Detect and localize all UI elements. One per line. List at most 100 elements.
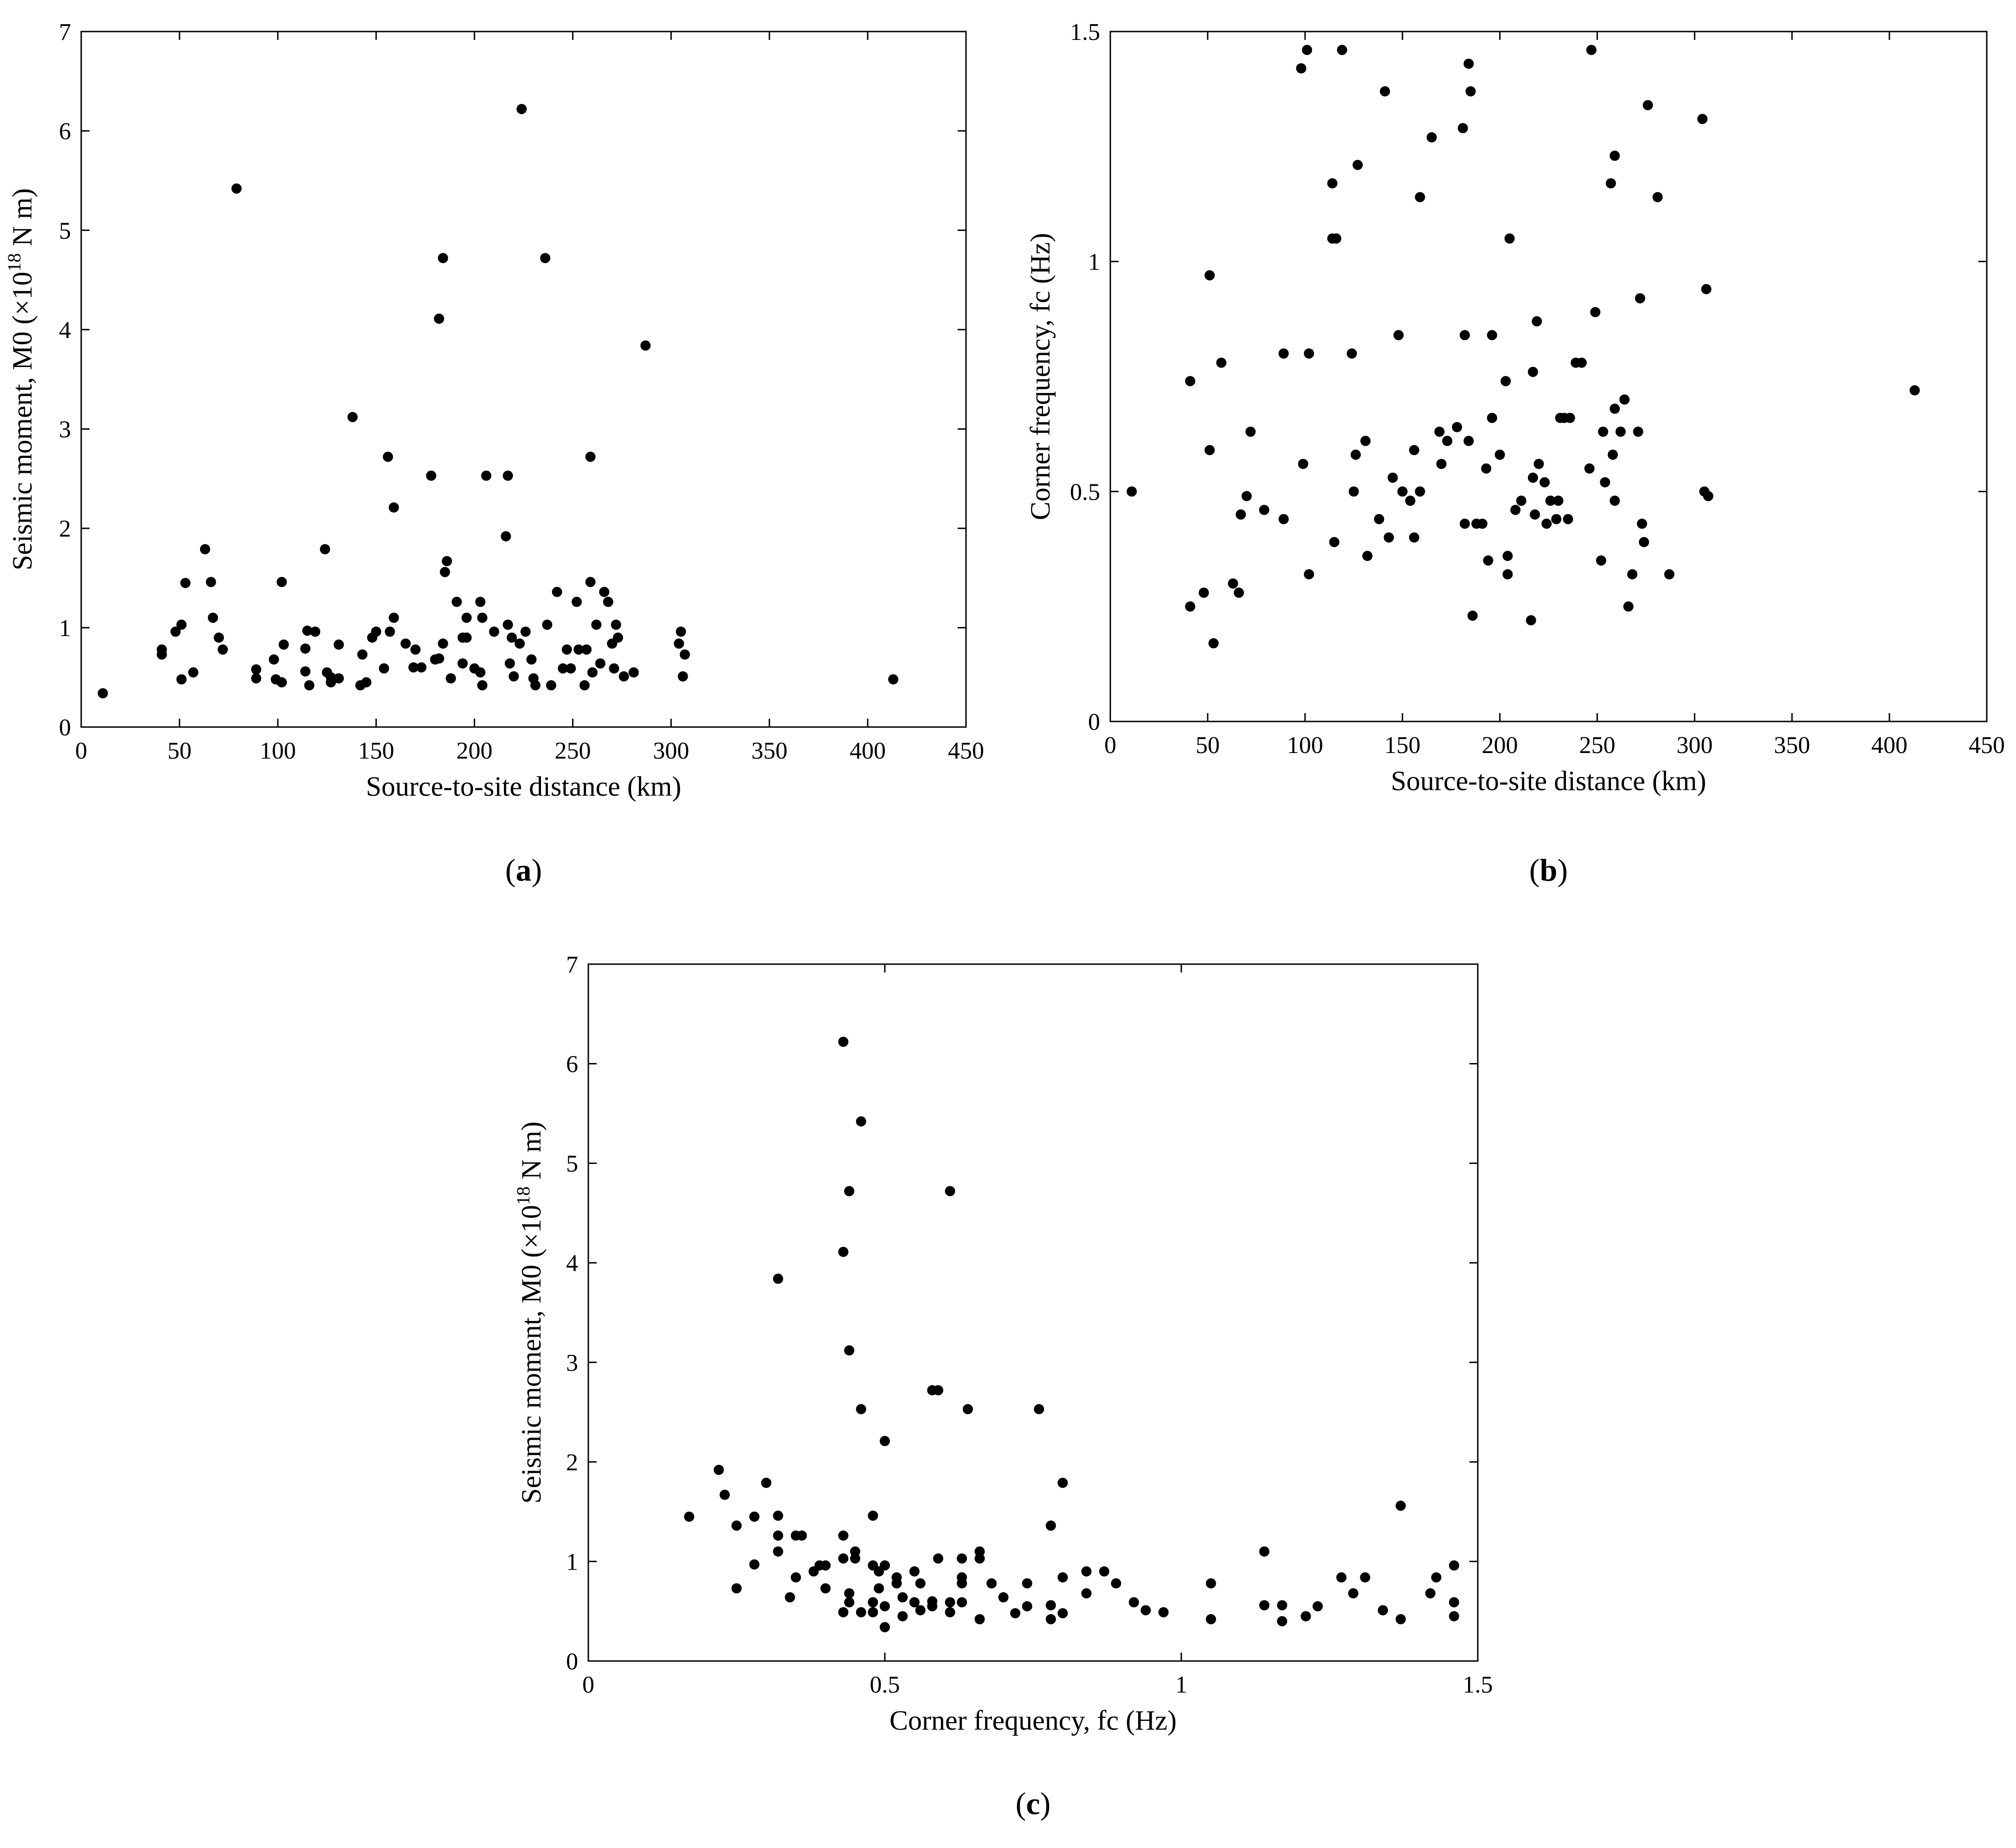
y-tick-label: 4 bbox=[59, 317, 71, 343]
scatter-point bbox=[371, 626, 381, 637]
scatter-point bbox=[579, 680, 590, 691]
scatter-point bbox=[530, 680, 541, 691]
panel-c: 0 0.5 1 1.5 0 1 2 3 4 5 6 7 Corner frequency, fc (Hz… bbox=[513, 952, 1493, 1821]
scatter-point bbox=[1198, 587, 1209, 598]
scatter-point bbox=[1639, 537, 1649, 547]
scatter-point bbox=[561, 644, 572, 655]
scatter-point bbox=[945, 1597, 955, 1608]
scatter-point bbox=[844, 1597, 855, 1608]
y-tick-label: 0 bbox=[59, 715, 71, 741]
scatter-point bbox=[927, 1601, 938, 1611]
scatter-point bbox=[1127, 486, 1137, 497]
scatter-point bbox=[1510, 504, 1521, 515]
scatter-point bbox=[477, 612, 488, 623]
scatter-point bbox=[207, 612, 218, 623]
scatter-point bbox=[1467, 610, 1478, 621]
y-axis-label: Seismic moment, M0 (×1018 N m) bbox=[4, 188, 38, 571]
scatter-point bbox=[438, 253, 448, 264]
y-axis-label-prefix: Corner frequency, fc (Hz) bbox=[1025, 233, 1056, 520]
scatter-point bbox=[1395, 1614, 1406, 1624]
scatter-point bbox=[880, 1622, 890, 1633]
scatter-point bbox=[674, 638, 684, 649]
scatter-point bbox=[304, 680, 315, 691]
scatter-point bbox=[1022, 1578, 1032, 1589]
scatter-point bbox=[1208, 638, 1219, 649]
scatter-point bbox=[1010, 1608, 1021, 1619]
x-tick-label: 150 bbox=[358, 738, 394, 764]
y-tick-label: 3 bbox=[566, 1350, 578, 1376]
scatter-point bbox=[1442, 436, 1453, 446]
x-tick-label: 0 bbox=[582, 1672, 594, 1698]
x-tick-label: 0 bbox=[75, 738, 87, 764]
scatter-point bbox=[1635, 293, 1645, 303]
scatter-point bbox=[1527, 472, 1538, 483]
scatter-point bbox=[1431, 1572, 1442, 1583]
scatter-point bbox=[461, 612, 472, 623]
scatter-point bbox=[1516, 496, 1526, 506]
scatter-point bbox=[1642, 100, 1653, 110]
scatter-point bbox=[558, 663, 568, 674]
scatter-point bbox=[1415, 192, 1425, 202]
x-tick-label: 50 bbox=[1196, 732, 1220, 759]
scatter-point bbox=[880, 1560, 890, 1571]
x-tick-label: 300 bbox=[653, 738, 689, 764]
scatter-point bbox=[731, 1520, 742, 1531]
x-tick-label: 450 bbox=[948, 738, 984, 764]
scatter-point bbox=[97, 688, 108, 699]
scatter-point bbox=[416, 662, 427, 673]
scatter-point bbox=[1393, 330, 1404, 341]
scatter-point bbox=[1501, 376, 1511, 386]
scatter-point bbox=[1045, 1614, 1056, 1624]
scatter-point bbox=[1504, 233, 1515, 244]
scatter-point bbox=[1405, 496, 1416, 506]
scatter-point bbox=[1236, 509, 1246, 520]
scatter-point bbox=[838, 1530, 849, 1541]
panel-letter: a bbox=[516, 852, 532, 888]
scatter-point bbox=[603, 597, 613, 607]
scatter-point bbox=[277, 677, 287, 688]
scatter-point bbox=[1605, 178, 1616, 189]
x-tick-label: 1.5 bbox=[1463, 1672, 1493, 1698]
scatter-point bbox=[477, 680, 488, 691]
scatter-point bbox=[1477, 518, 1488, 529]
scatter-point bbox=[868, 1607, 878, 1617]
scatter-point bbox=[1623, 601, 1634, 612]
scatter-point bbox=[1633, 426, 1643, 437]
scatter-point bbox=[1277, 1616, 1288, 1627]
y-axis-label-exponent: 18 bbox=[513, 1186, 534, 1205]
scatter-point bbox=[516, 104, 527, 115]
x-tick-label: 50 bbox=[167, 738, 192, 764]
scatter-point bbox=[891, 1578, 902, 1589]
scatter-point bbox=[1205, 1614, 1216, 1624]
scatter-point bbox=[1259, 1546, 1269, 1557]
x-tick-label: 100 bbox=[1287, 732, 1323, 759]
scatter-point bbox=[383, 451, 393, 462]
x-tick-label: 400 bbox=[1871, 732, 1907, 759]
scatter-point bbox=[277, 577, 287, 587]
scatter-point bbox=[1526, 615, 1536, 625]
scatter-point bbox=[933, 1553, 944, 1564]
scatter-point bbox=[1449, 1597, 1459, 1608]
scatter-point bbox=[684, 1511, 695, 1522]
scatter-point bbox=[302, 625, 313, 636]
x-tick-label: 350 bbox=[1774, 732, 1810, 759]
scatter-point bbox=[334, 639, 344, 650]
y-axis-label-suffix: N m) bbox=[7, 188, 38, 253]
scatter-point bbox=[1304, 569, 1314, 580]
scatter-point bbox=[501, 531, 511, 541]
scatter-point bbox=[1057, 1477, 1068, 1488]
scatter-point bbox=[1346, 348, 1357, 359]
scatter-point bbox=[1610, 150, 1620, 161]
scatter-point bbox=[379, 663, 389, 674]
scatter-point bbox=[1459, 330, 1470, 341]
scatter-point bbox=[998, 1592, 1009, 1603]
scatter-point bbox=[566, 663, 576, 674]
scatter-point bbox=[1584, 463, 1595, 474]
scatter-point bbox=[1111, 1578, 1121, 1589]
y-tick-label: 7 bbox=[566, 952, 578, 978]
scatter-point bbox=[509, 671, 519, 682]
scatter-point bbox=[1022, 1601, 1032, 1611]
scatter-point bbox=[773, 1546, 783, 1557]
scatter-point bbox=[1327, 178, 1338, 189]
scatter-point bbox=[1362, 551, 1373, 561]
